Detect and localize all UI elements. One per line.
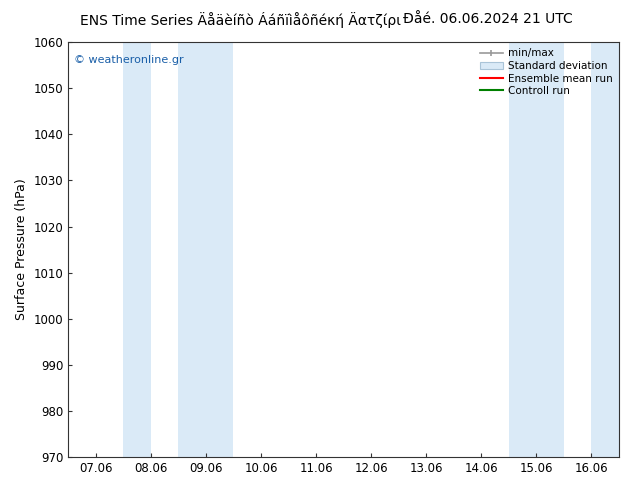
Text: © weatheronline.gr: © weatheronline.gr <box>74 54 183 65</box>
Bar <box>509 42 564 457</box>
Bar <box>592 42 619 457</box>
Bar <box>123 42 151 457</box>
Y-axis label: Surface Pressure (hPa): Surface Pressure (hPa) <box>15 179 28 320</box>
Bar <box>178 42 233 457</box>
Legend: min/max, Standard deviation, Ensemble mean run, Controll run: min/max, Standard deviation, Ensemble me… <box>476 44 617 100</box>
Text: ENS Time Series Äåäèíñò Ááñïìåôñéκή Äατζίρι: ENS Time Series Äåäèíñò Ááñïìåôñéκή Äατζ… <box>81 12 401 28</box>
Text: Ðåé. 06.06.2024 21 UTC: Ðåé. 06.06.2024 21 UTC <box>403 12 573 26</box>
